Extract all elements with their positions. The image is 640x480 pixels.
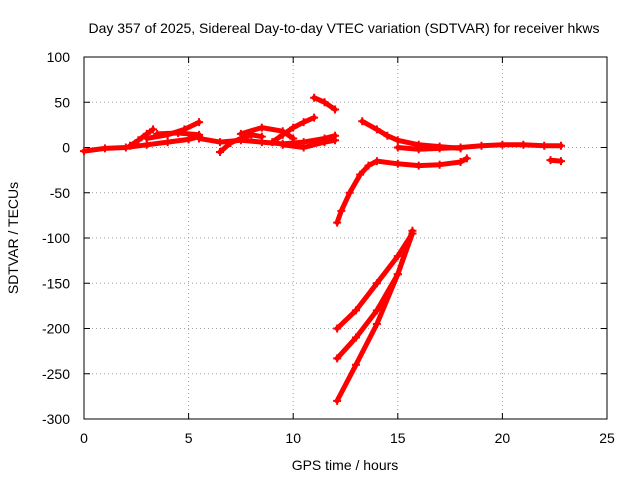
y-tick-label: -200 [42,321,70,337]
data-point [331,105,340,114]
data-point [414,161,423,170]
data-point [236,129,245,138]
data-point [100,144,109,153]
series-arc-9 [280,137,338,150]
data-point [333,218,342,227]
data-point [435,144,444,153]
data-point [462,154,471,163]
x-tick-label: 0 [80,430,88,446]
series-arc-2 [127,126,156,149]
data-point [174,129,183,138]
data-point [149,125,158,134]
data-point [372,319,381,328]
x-tick-label: 15 [390,430,406,446]
data-point [299,118,308,127]
data-point [393,159,402,168]
y-tick-label: 0 [62,140,70,156]
data-point [226,138,235,147]
data-point [546,156,555,165]
x-tick-label: 25 [599,430,615,446]
data-point [333,354,342,363]
data-point [556,157,565,166]
data-point [498,140,507,149]
data-point [477,141,486,150]
data-point [310,113,319,122]
data-point [337,206,346,215]
data-point [331,136,340,145]
data-point [80,147,88,156]
data-point [163,138,172,147]
data-point [289,134,298,143]
data-point [134,136,143,145]
data-point [372,125,381,134]
data-point [393,136,402,145]
data-point [408,229,417,238]
data-point [310,93,319,102]
data-point [456,157,465,166]
data-point [556,141,565,150]
data-point [126,141,135,150]
y-tick-label: -50 [50,185,70,201]
data-point [372,279,381,288]
series-arc-14 [334,155,470,226]
data-point [278,140,287,149]
data-point [215,138,224,147]
x-tick-label: 5 [185,430,193,446]
data-point [184,135,193,144]
data-point [372,306,381,315]
data-point [257,123,266,132]
y-tick-label: 50 [54,94,70,110]
data-point [393,252,402,261]
y-axis-label: SDTVAR / TECUs [5,182,21,294]
y-tick-label: 100 [47,49,71,65]
data-point [383,131,392,140]
data-series [80,93,565,405]
chart-title: Day 357 of 2025, Sidereal Day-to-day VTE… [89,20,600,36]
data-point [333,324,342,333]
data-point [519,140,528,149]
data-point [142,134,151,143]
data-point [364,161,373,170]
data-point [215,148,224,157]
data-point [393,143,402,152]
data-point [435,160,444,169]
series-arc-7 [238,125,296,141]
y-tick-label: -300 [42,411,70,427]
data-point [414,145,423,154]
data-point [351,306,360,315]
data-point [351,360,360,369]
data-point [257,132,266,141]
y-tick-label: -100 [42,230,70,246]
x-tick-label: 10 [285,430,301,446]
data-point [320,138,329,147]
data-point [195,134,204,143]
data-point [356,170,365,179]
data-point [268,138,277,147]
data-point [333,396,342,405]
data-point [153,129,162,138]
data-point [540,141,549,150]
data-point [289,123,298,132]
data-point [345,188,354,197]
y-tick-label: -150 [42,275,70,291]
data-point [195,118,204,127]
grid [84,57,607,419]
series-arc-11 [359,118,464,151]
data-point [372,157,381,166]
x-tick-label: 20 [495,430,511,446]
x-axis-label: GPS time / hours [292,457,399,473]
plot-frame [83,56,608,420]
data-point [278,130,287,139]
data-point [351,333,360,342]
data-point [299,143,308,152]
x-tick-labels: 0 5 10 15 20 25 [80,430,615,446]
data-point [456,143,465,152]
data-point [393,270,402,279]
data-point [320,98,329,107]
y-tick-label: -250 [42,366,70,382]
y-tick-labels: 100 50 0 -50 -100 -150 -200 -250 -300 [42,49,70,427]
data-point [358,117,367,126]
